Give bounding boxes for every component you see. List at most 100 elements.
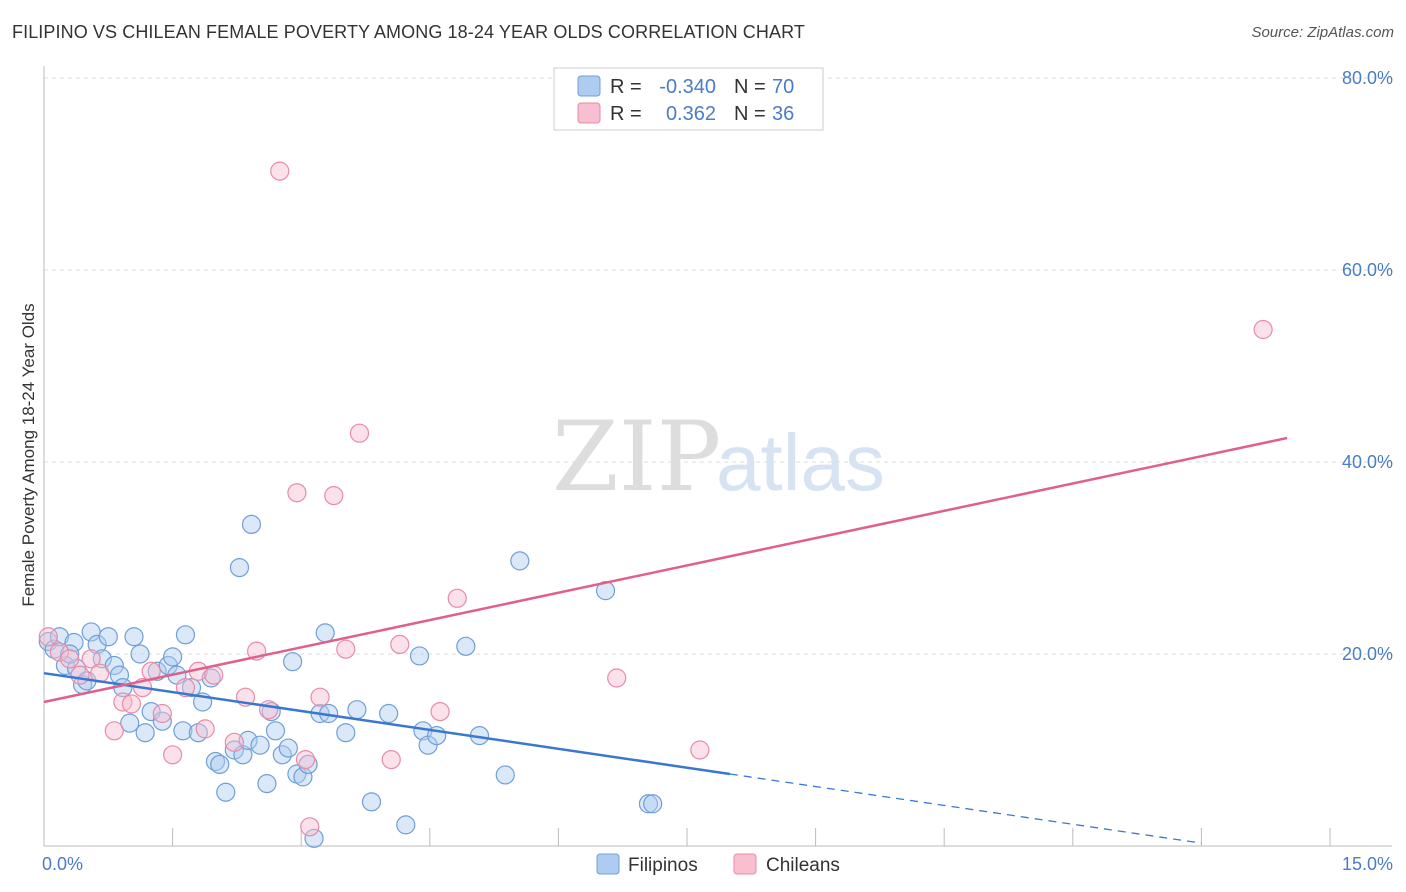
chileans-point — [204, 665, 224, 685]
chileans-point — [152, 703, 172, 724]
chileans-point — [430, 701, 450, 722]
filipinos-point — [120, 713, 140, 733]
legend-r-value: 0.362 — [666, 103, 716, 125]
chileans-point — [104, 721, 124, 741]
chart-title: FILIPINO VS CHILEAN FEMALE POVERTY AMONG… — [12, 22, 805, 42]
chileans-point — [270, 161, 290, 181]
filipinos-point — [98, 627, 118, 647]
chileans-point — [1253, 319, 1273, 340]
chileans-trend-line — [43, 436, 1288, 704]
filipinos-point — [336, 723, 356, 743]
chileans-point — [295, 749, 316, 770]
chileans-point — [259, 700, 279, 720]
chileans-point — [49, 642, 70, 662]
filipinos-point — [135, 723, 155, 743]
filipinos-point — [173, 721, 193, 741]
chileans-point — [81, 649, 101, 669]
tick-labels: 20.0% 40.0% 60.0% 80.0% 0.0% 15.0% — [42, 68, 1393, 874]
filipinos-point — [181, 677, 202, 698]
bottom-legend-swatch-chileans — [733, 853, 757, 875]
chileans-point — [60, 649, 80, 669]
legend-r-label: R = — [610, 103, 642, 125]
filipinos-point — [510, 551, 530, 571]
filipinos-point — [361, 792, 382, 812]
filipinos-point — [175, 625, 196, 645]
filipinos-point — [456, 636, 476, 656]
filipinos-point — [163, 647, 183, 667]
legend-r-value: -0.340 — [659, 76, 716, 98]
bottom-legend-swatch-filipinos — [596, 853, 620, 875]
filipinos-point — [124, 627, 144, 647]
chileans-point — [195, 719, 215, 739]
filipinos-point — [643, 794, 663, 814]
filipinos-points — [38, 514, 663, 848]
legend-n-label: N = — [734, 103, 766, 125]
y-tick-label: 80.0% — [1342, 68, 1393, 88]
chileans-point — [121, 694, 142, 714]
chileans-point — [690, 740, 710, 760]
y-tick-label: 60.0% — [1342, 260, 1393, 280]
chileans-point — [381, 749, 401, 770]
filipinos-trend-extension — [729, 773, 1202, 844]
legend-n-label: N = — [734, 76, 766, 98]
watermark: ZIP atlas — [552, 401, 885, 513]
filipinos-trend-line — [43, 671, 731, 776]
filipinos-point — [210, 754, 230, 775]
filipinos-point — [347, 700, 367, 720]
legend-swatch-chileans — [577, 102, 601, 124]
watermark-atlas: atlas — [716, 418, 885, 507]
chileans-points — [38, 161, 1273, 837]
chileans-point — [324, 486, 344, 506]
filipinos-point — [216, 782, 236, 802]
legend-r-label: R = — [610, 76, 642, 98]
chileans-point — [390, 634, 410, 655]
chileans-point — [336, 639, 356, 659]
axes — [43, 66, 1392, 847]
filipinos-point — [241, 514, 262, 535]
filipinos-point — [257, 773, 277, 794]
filipinos-point — [44, 639, 64, 659]
chileans-point — [300, 817, 320, 837]
chileans-point — [224, 732, 244, 752]
chileans-point — [70, 665, 90, 685]
filipinos-point — [315, 623, 335, 643]
filipinos-point — [304, 828, 324, 848]
watermark-zip: ZIP — [552, 401, 721, 513]
filipinos-point — [283, 652, 303, 672]
bottom-legend-filipinos: Filipinos — [628, 855, 698, 876]
filipinos-point — [229, 557, 250, 578]
filipinos-point — [278, 738, 298, 758]
chileans-point — [607, 668, 627, 688]
filipinos-point — [49, 627, 70, 647]
chileans-point — [287, 483, 307, 503]
legend: R = -0.340 N = 70 R = 0.362 N = 36 — [553, 67, 824, 131]
y-tick-label: 40.0% — [1342, 452, 1393, 472]
legend-n-value: 36 — [772, 103, 794, 125]
filipinos-point — [495, 765, 515, 785]
filipinos-point — [152, 711, 172, 731]
bottom-legend: Filipinos Chileans — [596, 853, 840, 876]
trend-lines — [43, 436, 1288, 844]
filipinos-point — [87, 634, 107, 655]
bottom-legend-chileans: Chileans — [766, 855, 840, 876]
x-tick-label: 0.0% — [42, 854, 83, 874]
source-label: Source: ZipAtlas.com — [1251, 24, 1394, 41]
filipinos-point — [409, 646, 430, 666]
legend-swatch-filipinos — [577, 75, 601, 97]
filipinos-point — [130, 644, 150, 664]
chileans-point — [310, 687, 330, 707]
chileans-point — [163, 745, 183, 765]
filipinos-point — [250, 735, 270, 755]
filipinos-point — [92, 649, 112, 669]
x-tick-label: 15.0% — [1342, 854, 1393, 874]
filipinos-point — [265, 721, 286, 741]
filipinos-point — [638, 794, 659, 814]
chileans-point — [38, 627, 58, 647]
filipinos-point — [396, 815, 416, 835]
y-axis-label: Female Poverty Among 18-24 Year Olds — [19, 303, 38, 606]
filipinos-point — [379, 703, 399, 724]
y-tick-label: 20.0% — [1342, 644, 1393, 664]
chileans-point — [349, 423, 370, 443]
chileans-point — [447, 588, 467, 608]
